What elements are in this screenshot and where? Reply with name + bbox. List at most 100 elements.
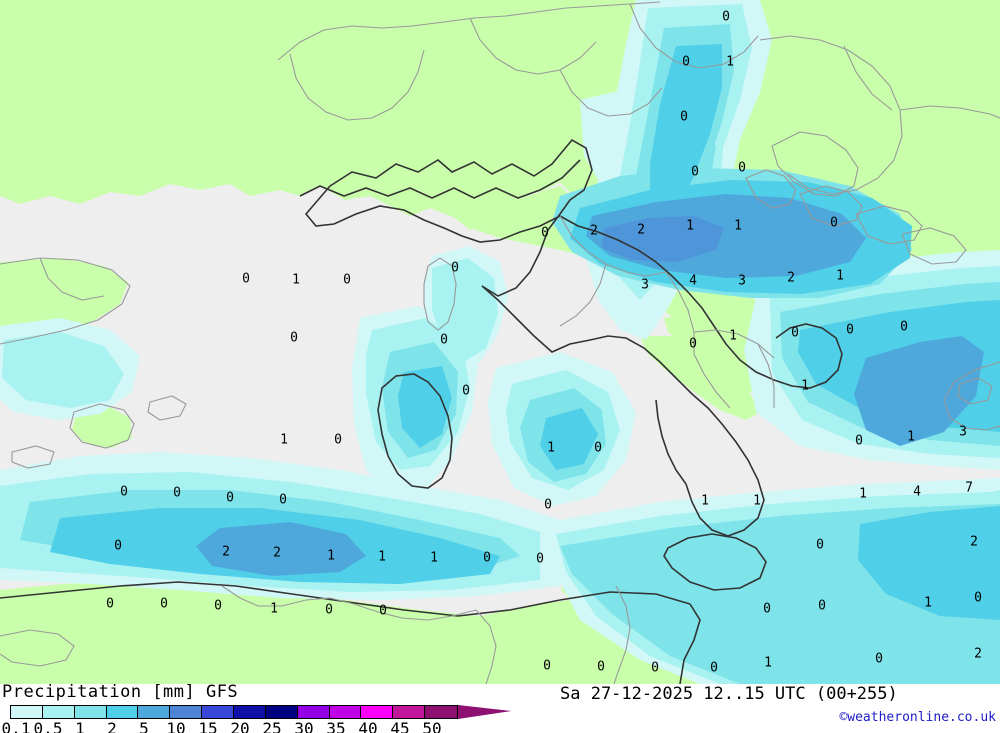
color-swatch	[138, 706, 171, 718]
precip-value-label: 0	[763, 601, 771, 617]
precip-value-label: 0	[974, 590, 982, 606]
precip-value-label: 3	[641, 277, 649, 293]
color-swatch	[106, 706, 139, 718]
color-swatch	[11, 706, 43, 718]
precip-value-label: 0	[173, 485, 181, 501]
precip-value-label: 0	[818, 598, 826, 614]
precip-value-label: 0	[242, 271, 250, 287]
color-scale[interactable]: 0.1 0.5 1 2 5 10 15 20 25 30 35 40 45 50	[2, 705, 520, 733]
precip-value-label: 0	[544, 497, 552, 513]
precip-value-label: 1	[729, 328, 737, 344]
precipitation-map[interactable]: 0 0 1 0 0 0 0 2 2 1 1 0 3 4 3 2 1 0 1 0 0 0 0 0 0 0 0 1 0 1 3 1 0 1 0 0 1 0 0 0…	[0, 0, 1000, 684]
color-swatch	[42, 706, 75, 718]
precip-value-label: 2	[637, 222, 645, 238]
precip-value-label: 0	[214, 598, 222, 614]
color-swatch	[74, 706, 107, 718]
color-swatch	[361, 706, 394, 718]
color-swatch	[265, 706, 298, 718]
precip-value-label: 1	[701, 493, 709, 509]
legend-title: Precipitation [mm] GFS	[2, 682, 239, 702]
precip-value-label: 1	[859, 486, 867, 502]
color-scale-tick: 10	[166, 719, 186, 733]
precip-value-label: 0	[722, 9, 730, 25]
forecast-timestamp: Sa 27-12-2025 12..15 UTC (00+255)	[560, 684, 898, 704]
precip-value-label: 0	[440, 332, 448, 348]
color-scale-tick: 40	[358, 719, 378, 733]
precip-value-label: 1	[836, 268, 844, 284]
color-swatch	[393, 706, 426, 718]
color-scale-ticks: 0.1 0.5 1 2 5 10 15 20 25 30 35 40 45 50	[2, 719, 520, 733]
precip-value-label: 0	[791, 325, 799, 341]
precip-value-label: 0	[536, 551, 544, 567]
region-borders	[0, 1, 1000, 684]
precip-value-label: 0	[846, 322, 854, 338]
precip-value-label: 0	[680, 109, 688, 125]
precip-value-label: 3	[959, 424, 967, 440]
country-borders	[0, 138, 843, 684]
precip-value-label: 0	[738, 160, 746, 176]
precip-value-label: 1	[327, 548, 335, 564]
precip-value-label: 0	[160, 596, 168, 612]
color-scale-tick: 35	[326, 719, 346, 733]
color-scale-tick: 30	[294, 719, 314, 733]
precip-value-label: 2	[590, 223, 598, 239]
precip-value-label: 1	[547, 440, 555, 456]
precip-value-label: 0	[900, 319, 908, 335]
precip-value-label: 1	[292, 272, 300, 288]
precip-value-label: 1	[801, 378, 809, 394]
precip-value-label: 1	[280, 432, 288, 448]
precip-value-label: 1	[378, 549, 386, 565]
precip-band-10	[602, 216, 724, 262]
precipitation-contours	[0, 0, 1000, 684]
precip-value-label: 0	[855, 433, 863, 449]
color-scale-tick: 0.1	[1, 719, 31, 733]
precip-value-label: 2	[222, 544, 230, 560]
precip-value-label: 0	[830, 215, 838, 231]
color-swatch	[170, 706, 203, 718]
color-swatch	[329, 706, 362, 718]
scale-overflow-arrow	[458, 705, 512, 719]
precip-value-label: 2	[970, 534, 978, 550]
precip-value-label: 0	[462, 383, 470, 399]
precip-value-label: 0	[334, 432, 342, 448]
precip-value-label: 0	[343, 272, 351, 288]
precip-value-label: 0	[651, 660, 659, 676]
precip-value-label: 0	[451, 260, 459, 276]
precip-value-label: 0	[816, 537, 824, 553]
color-scale-tick: 15	[198, 719, 218, 733]
color-scale-tick: 25	[262, 719, 282, 733]
precip-value-label: 1	[907, 429, 915, 445]
precip-value-label: 4	[913, 484, 921, 500]
color-swatch	[425, 706, 458, 718]
color-scale-swatches	[10, 705, 458, 719]
precip-value-label: 7	[965, 480, 973, 496]
precip-value-label: 1	[430, 550, 438, 566]
precip-value-label: 2	[974, 646, 982, 662]
precip-value-label: 0	[541, 225, 549, 241]
precip-value-label: 1	[764, 655, 772, 671]
precip-value-label: 1	[686, 218, 694, 234]
map-canvas	[0, 0, 1000, 684]
color-scale-tick: 5	[139, 719, 149, 733]
precip-value-label: 0	[594, 440, 602, 456]
precip-value-label: 0	[379, 603, 387, 619]
precip-value-label: 0	[325, 602, 333, 618]
precip-value-label: 0	[106, 596, 114, 612]
color-scale-tick: 0.5	[33, 719, 63, 733]
map-footer: Precipitation [mm] GFS Sa 27-12-2025 12.…	[0, 682, 1000, 733]
precip-value-label: 0	[226, 490, 234, 506]
color-swatch	[202, 706, 235, 718]
color-swatch	[234, 706, 266, 718]
copyright-notice: ©weatheronline.co.uk	[839, 710, 996, 725]
precip-value-label: 0	[689, 336, 697, 352]
precip-value-label: 4	[689, 273, 697, 289]
color-scale-tick: 20	[230, 719, 250, 733]
color-scale-tick: 1	[75, 719, 85, 733]
precip-value-label: 1	[270, 601, 278, 617]
precip-value-label: 1	[753, 493, 761, 509]
precip-value-label: 3	[738, 273, 746, 289]
color-scale-tick: 2	[107, 719, 117, 733]
precip-value-label: 1	[734, 218, 742, 234]
precip-value-label: 2	[273, 545, 281, 561]
